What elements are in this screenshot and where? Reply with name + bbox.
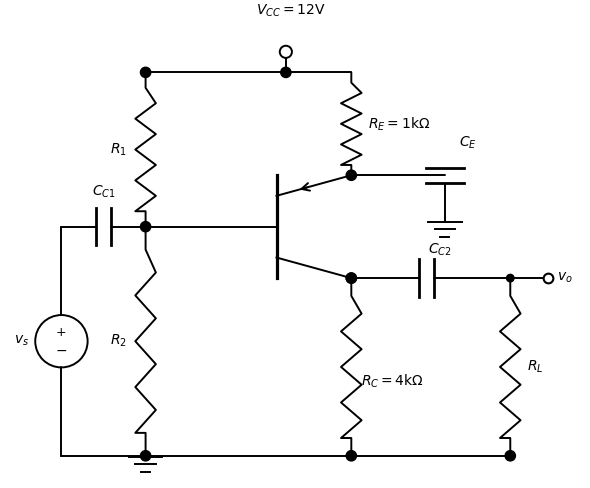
- Text: $V_{CC} = 12\mathrm{V}$: $V_{CC} = 12\mathrm{V}$: [256, 2, 325, 19]
- Circle shape: [346, 273, 356, 283]
- Text: $v_o$: $v_o$: [557, 271, 573, 285]
- Circle shape: [505, 450, 516, 461]
- Circle shape: [507, 274, 514, 282]
- Circle shape: [140, 222, 150, 232]
- Circle shape: [346, 450, 356, 461]
- Text: $R_1$: $R_1$: [110, 142, 127, 158]
- Text: $C_{C1}$: $C_{C1}$: [91, 184, 116, 201]
- Text: $C_E$: $C_E$: [459, 134, 477, 151]
- Text: +: +: [56, 326, 67, 339]
- Text: $R_C = 4\mathrm{k\Omega}$: $R_C = 4\mathrm{k\Omega}$: [360, 372, 424, 390]
- Text: $v_s$: $v_s$: [14, 334, 29, 348]
- Text: $C_{C2}$: $C_{C2}$: [428, 242, 452, 258]
- Circle shape: [140, 67, 150, 78]
- Text: $R_L$: $R_L$: [527, 359, 543, 375]
- Text: $R_2$: $R_2$: [110, 333, 127, 349]
- Text: $R_E = 1\mathrm{k\Omega}$: $R_E = 1\mathrm{k\Omega}$: [368, 115, 430, 133]
- Circle shape: [281, 67, 291, 78]
- Circle shape: [140, 450, 150, 461]
- Circle shape: [346, 170, 356, 181]
- Text: −: −: [55, 344, 67, 358]
- Circle shape: [346, 273, 356, 283]
